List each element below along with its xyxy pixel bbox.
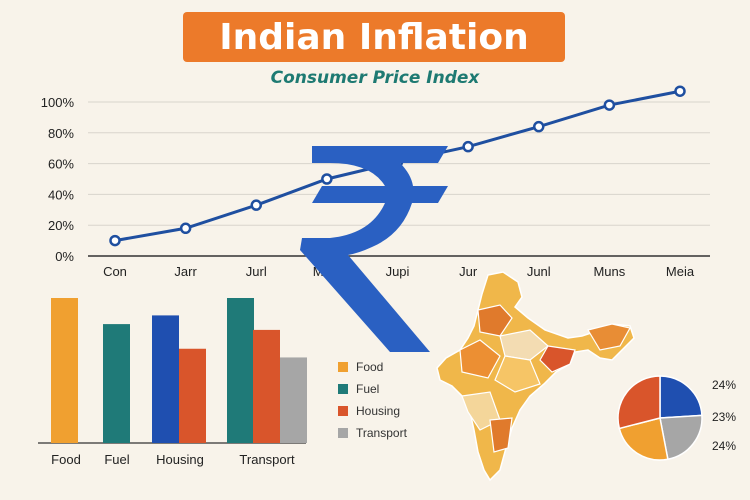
bar-legend: Food Fuel Housing Transport (338, 356, 407, 444)
rupee-icon (300, 146, 448, 352)
pie-slice (618, 417, 669, 461)
legend-item: Transport (338, 422, 407, 444)
map-region (459, 339, 501, 379)
data-point (321, 173, 333, 185)
data-point (533, 120, 545, 133)
pie-label: 24% (712, 439, 736, 453)
map-region (587, 323, 631, 351)
bar (51, 298, 78, 443)
legend-swatch (338, 362, 348, 372)
pie-slice (617, 375, 661, 430)
pie-label: 23% (712, 410, 736, 424)
map-region (539, 345, 576, 373)
map-region (477, 304, 513, 337)
x-tick-label: Jur (459, 264, 478, 279)
category-label: Fuel (104, 452, 129, 467)
legend-swatch (338, 428, 348, 438)
legend-label: Housing (356, 404, 401, 418)
pie-slice (659, 375, 703, 419)
data-point (179, 222, 192, 235)
data-point (462, 140, 474, 153)
pie-label: 24% (712, 378, 736, 392)
legend-item: Food (338, 356, 407, 378)
india-map (436, 271, 635, 482)
title-banner: Indian Inflation (183, 12, 565, 62)
pie-chart: 24% 23% 24% (617, 375, 736, 461)
y-tick-label: 60% (48, 157, 74, 172)
bar (152, 315, 179, 443)
page-title: Indian Inflation (219, 16, 529, 58)
legend-label: Fuel (356, 382, 380, 396)
rupee-symbol (300, 146, 448, 352)
bar-chart: Food Fuel Housing Transport (38, 298, 307, 467)
legend-label: Transport (356, 426, 407, 440)
legend-item: Fuel (338, 378, 407, 400)
y-tick-label: 20% (48, 218, 74, 233)
y-tick-label: 0% (55, 249, 74, 264)
y-tick-label: 40% (48, 187, 74, 202)
map-region (494, 355, 541, 393)
map-region (489, 417, 513, 453)
page-subtitle: Consumer Price Index (270, 68, 480, 88)
data-point (674, 85, 686, 97)
x-tick-label: Jarr (174, 264, 197, 279)
category-label: Housing (156, 452, 204, 467)
x-tick-label: Jupi (386, 264, 410, 279)
map-region (499, 329, 549, 361)
bar (103, 324, 130, 443)
x-tick-label: Jurl (246, 264, 267, 279)
legend-swatch (338, 384, 348, 394)
data-point (603, 99, 616, 111)
category-label: Transport (239, 452, 295, 467)
x-tick-label: Muns (593, 264, 625, 279)
pie-slice (659, 414, 703, 461)
y-tick-label: 80% (48, 126, 74, 141)
bar (253, 329, 280, 443)
legend-item: Housing (338, 400, 407, 422)
bar (227, 298, 254, 443)
y-tick-label: 100% (41, 95, 75, 110)
bar (280, 357, 307, 443)
data-point (250, 199, 262, 211)
legend-label: Food (356, 360, 384, 374)
category-label: Food (51, 452, 81, 467)
bar (179, 348, 206, 443)
data-point (109, 234, 121, 247)
legend-swatch (338, 406, 348, 416)
x-tick-label: Junl (527, 264, 551, 279)
x-tick-label: Con (103, 264, 127, 279)
x-tick-label: Meia (666, 264, 695, 279)
